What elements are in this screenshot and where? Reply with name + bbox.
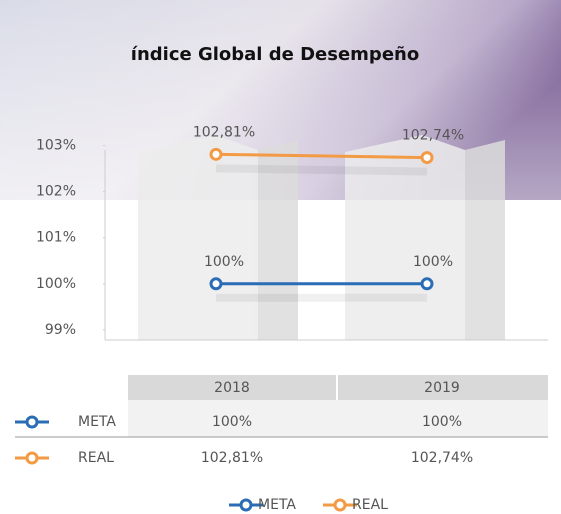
- legend-marker-dot: [335, 500, 345, 510]
- table-row: [128, 400, 548, 437]
- y-tick-label: 102%: [36, 184, 76, 200]
- row-marker-dot: [27, 453, 37, 463]
- data-point: [211, 149, 221, 159]
- data-label: 100%: [413, 254, 453, 270]
- table-header-label: 2019: [424, 380, 460, 396]
- row-label: META: [78, 414, 116, 430]
- data-label: 102,74%: [402, 128, 464, 144]
- table-cell: 100%: [212, 414, 252, 430]
- legend-label: META: [258, 497, 296, 513]
- row-marker-dot: [27, 417, 37, 427]
- y-tick-label: 100%: [36, 276, 76, 292]
- data-point: [422, 279, 432, 289]
- chart-title: índice Global de Desempeño: [131, 44, 419, 65]
- legend-marker-dot: [241, 500, 251, 510]
- y-tick-label: 99%: [45, 322, 76, 338]
- table-cell: 102,74%: [411, 450, 473, 466]
- row-label: REAL: [78, 450, 114, 466]
- table-cell: 102,81%: [201, 450, 263, 466]
- table-header-label: 2018: [214, 380, 250, 396]
- data-label: 102,81%: [193, 124, 255, 140]
- line-shadow: [216, 168, 427, 171]
- table-cell: 100%: [422, 414, 462, 430]
- data-label: 100%: [204, 254, 244, 270]
- y-tick-label: 101%: [36, 230, 76, 246]
- data-point: [211, 279, 221, 289]
- y-tick-label: 103%: [36, 138, 76, 154]
- chart: índice Global de Desempeño 99% 100% 101% 10…: [0, 0, 561, 514]
- legend-label: REAL: [352, 497, 388, 513]
- data-point: [422, 153, 432, 163]
